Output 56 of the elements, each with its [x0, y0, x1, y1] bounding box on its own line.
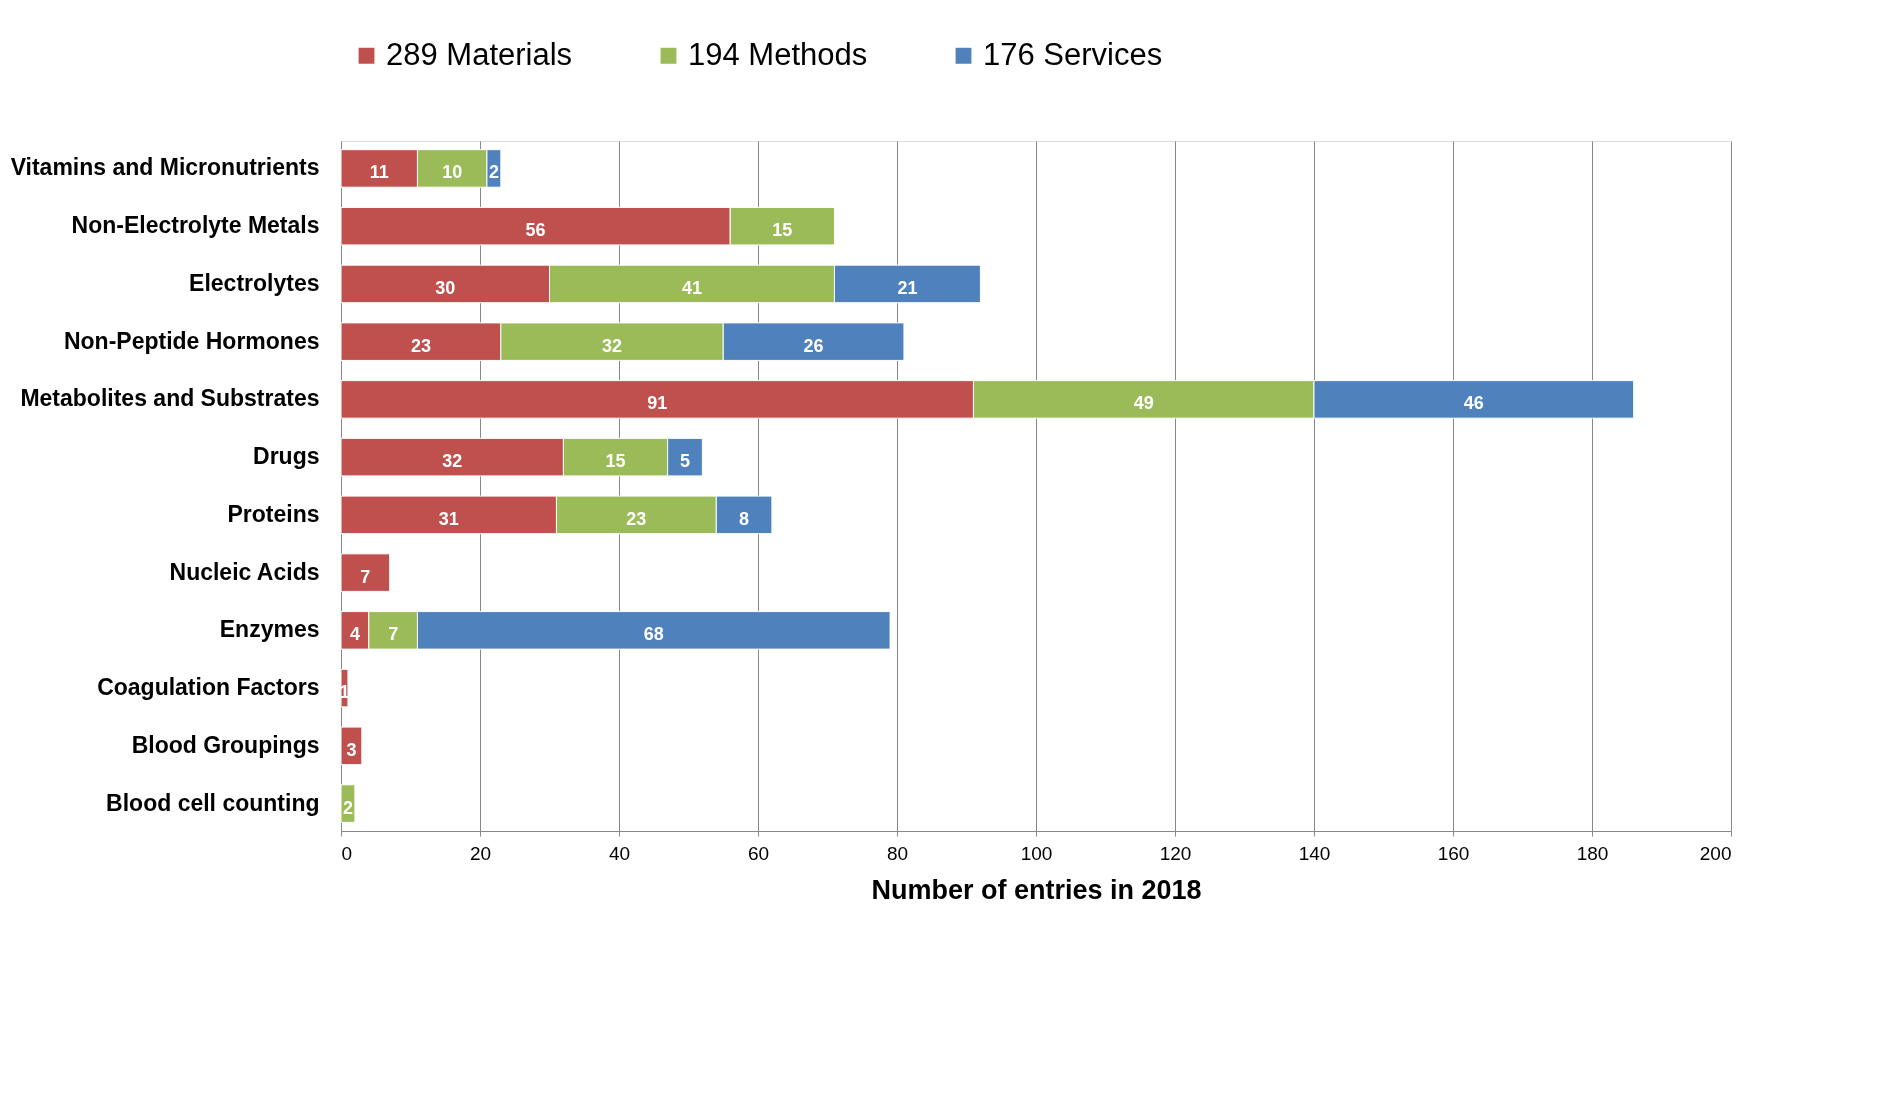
y-tick-label: Metabolites and Substrates: [20, 385, 320, 412]
y-tick-label: Nucleic Acids: [169, 558, 320, 585]
data-label: 2: [342, 797, 353, 818]
data-label: 5: [680, 451, 691, 472]
data-label: 30: [435, 277, 456, 298]
x-axis-title: Number of entries in 2018: [871, 874, 1202, 905]
x-tick-label: 200: [1699, 842, 1732, 864]
bar: [340, 784, 356, 823]
data-label: 15: [772, 220, 793, 241]
data-label: 21: [897, 277, 918, 298]
y-tick-label: Drugs: [253, 443, 320, 470]
y-tick-label: Non-Peptide Hormones: [63, 327, 320, 354]
data-label: 4: [349, 624, 360, 645]
y-tick-label: Blood cell counting: [106, 789, 320, 816]
data-label: 10: [442, 162, 463, 183]
legend-label: 194 Methods: [688, 36, 868, 72]
data-label: 23: [626, 508, 647, 529]
y-tick-label: Coagulation Factors: [97, 674, 320, 701]
x-tick-label: 120: [1159, 842, 1192, 864]
data-label: 46: [1463, 393, 1484, 414]
y-tick-label: Vitamins and Micronutrients: [10, 154, 320, 181]
data-label: 32: [602, 335, 623, 356]
x-tick-label: 0: [341, 842, 353, 864]
data-label: 31: [438, 508, 459, 529]
bar: [340, 726, 363, 766]
data-label: 41: [681, 277, 702, 298]
y-tick-label: Proteins: [227, 500, 320, 527]
data-label: 32: [442, 451, 463, 472]
data-label: 8: [739, 508, 750, 529]
data-label: 7: [360, 566, 371, 587]
bar: [340, 553, 391, 592]
data-label: 91: [647, 393, 668, 414]
x-tick-label: 60: [747, 842, 770, 864]
x-tick-label: 100: [1020, 842, 1053, 864]
data-label: 23: [410, 335, 431, 356]
data-label: 15: [605, 451, 626, 472]
y-tick-label: Enzymes: [219, 616, 320, 643]
data-label: 26: [803, 335, 824, 356]
data-label: 49: [1133, 393, 1154, 414]
data-label: 2: [488, 162, 499, 183]
x-tick-label: 160: [1437, 842, 1470, 864]
legend-label: 176 Services: [983, 36, 1163, 72]
y-tick-label: Blood Groupings: [131, 731, 320, 758]
x-tick-label: 80: [886, 842, 909, 864]
x-tick-label: 20: [469, 842, 492, 864]
data-label: 3: [346, 739, 357, 760]
legend-label: 289 Materials: [386, 36, 573, 72]
data-label: 11: [369, 162, 389, 183]
x-tick-label: 180: [1576, 842, 1609, 864]
y-tick-label: Non-Electrolyte Metals: [71, 212, 320, 239]
data-label: 68: [643, 624, 664, 645]
y-tick-label: Electrolytes: [189, 269, 320, 296]
data-label: 7: [388, 624, 399, 645]
data-label: 56: [525, 220, 546, 241]
x-tick-label: 140: [1298, 842, 1331, 864]
x-tick-label: 40: [608, 842, 631, 864]
